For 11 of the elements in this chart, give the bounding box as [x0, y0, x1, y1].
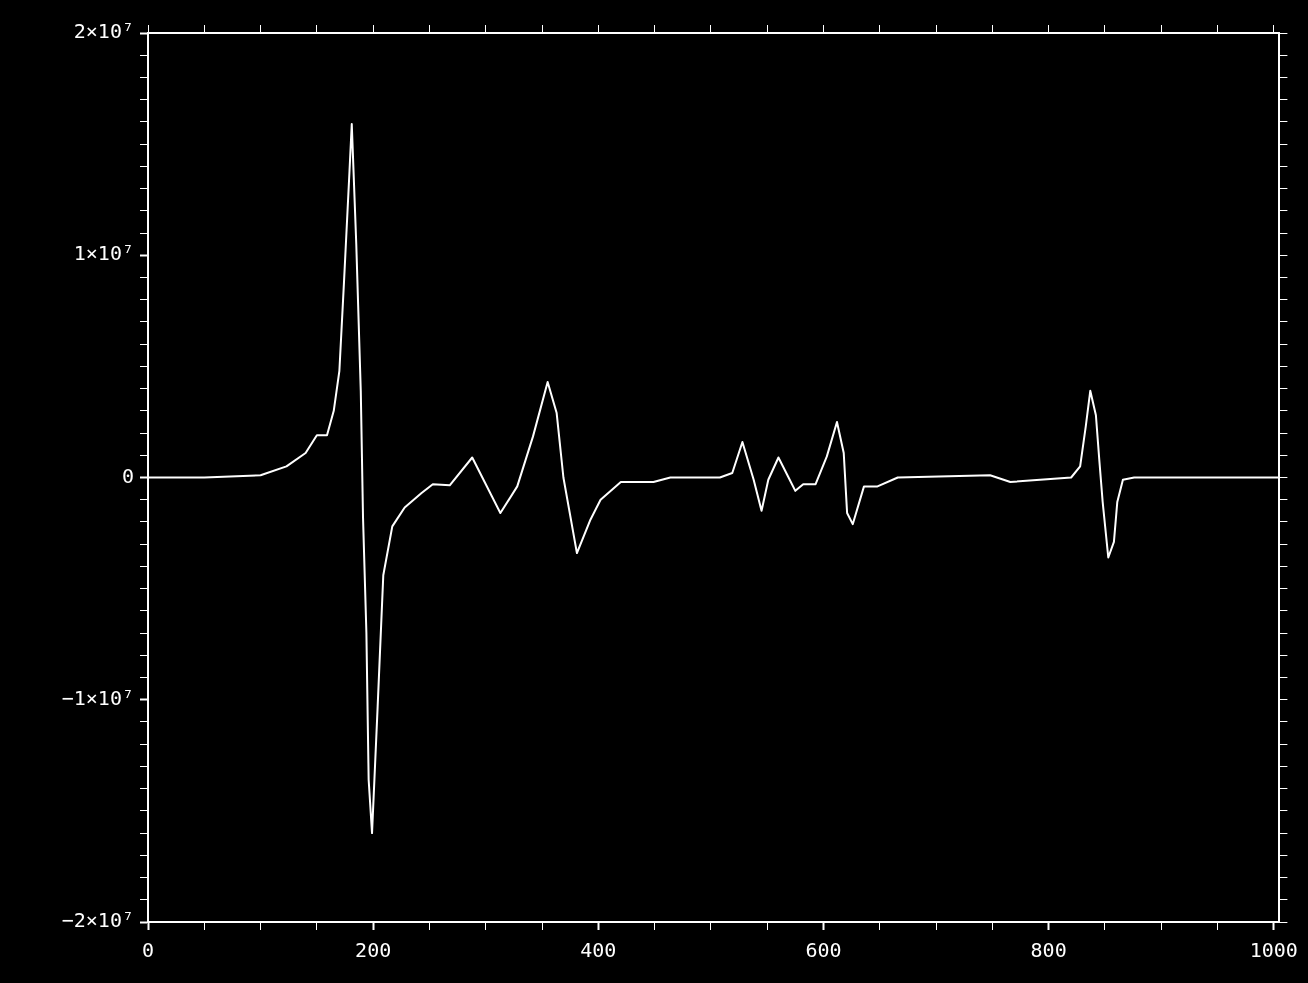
x-tick-label: 0 — [141, 938, 155, 963]
x-tick-label: 400 — [580, 938, 617, 963]
x-tick-label: 1000 — [1249, 938, 1298, 963]
y-tick-label: 0 — [121, 463, 134, 488]
x-tick-label: 800 — [1030, 938, 1067, 963]
y-tick-label: 1×10⁷ — [73, 241, 134, 266]
x-tick-label: 600 — [805, 938, 842, 963]
y-tick-label: 2×10⁷ — [73, 19, 134, 44]
x-tick-label: 200 — [355, 938, 392, 963]
y-tick-label: −2×10⁷ — [61, 908, 134, 933]
y-tick-label: −1×10⁷ — [61, 685, 134, 710]
